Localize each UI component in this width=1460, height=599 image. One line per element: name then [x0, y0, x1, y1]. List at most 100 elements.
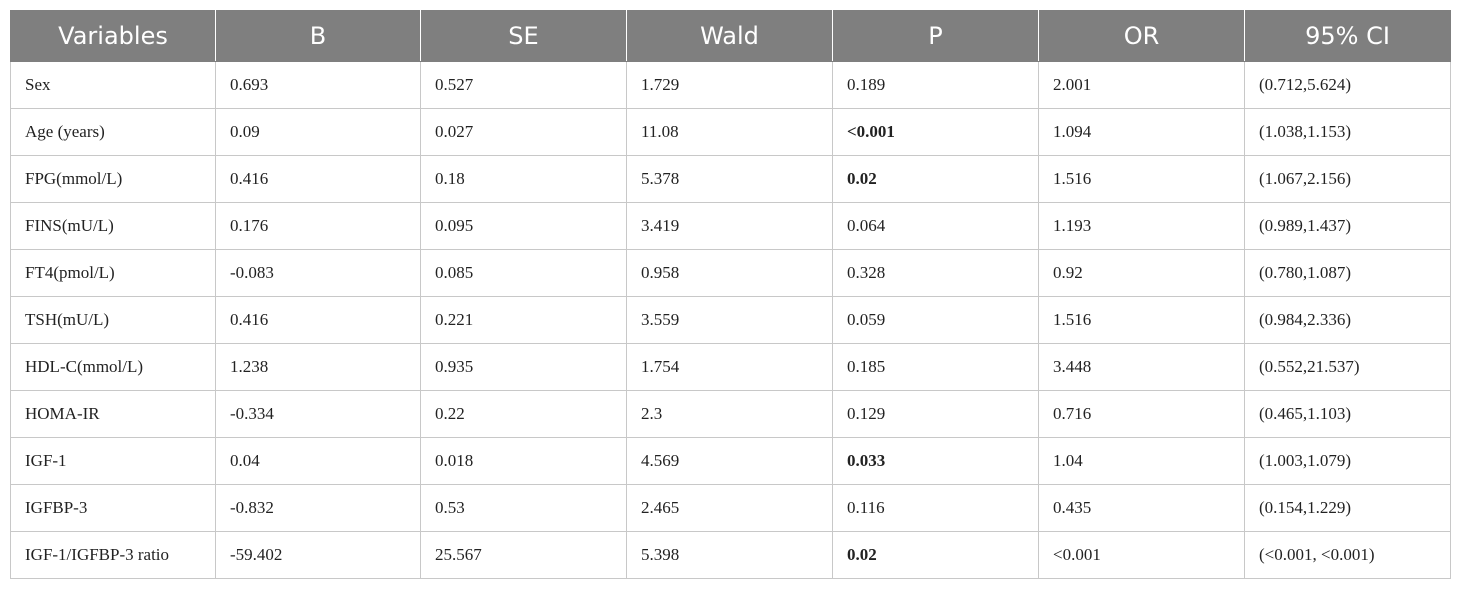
cell-se: 0.18	[420, 155, 627, 203]
table-row: TSH(mU/L) 0.416 0.221 3.559 0.059 1.516 (0.984…	[10, 296, 1451, 344]
header-row: Variables B SE Wald P OR 95% CI	[10, 10, 1451, 62]
cell-b: 0.416	[215, 155, 421, 203]
cell-ci: (0.154,1.229)	[1244, 484, 1451, 532]
cell-ci: (0.552,21.537)	[1244, 343, 1451, 391]
cell-wald: 1.729	[626, 61, 833, 109]
cell-ci: (0.465,1.103)	[1244, 390, 1451, 438]
cell-b: -0.083	[215, 249, 421, 297]
cell-b: 0.416	[215, 296, 421, 344]
table-header: Variables B SE Wald P OR 95% CI	[10, 10, 1451, 62]
cell-variable: TSH(mU/L)	[10, 296, 216, 344]
table-body: Sex 0.693 0.527 1.729 0.189 2.001 (0.712,5.624…	[10, 61, 1451, 579]
cell-or: 3.448	[1038, 343, 1245, 391]
cell-se: 25.567	[420, 531, 627, 579]
cell-wald: 5.398	[626, 531, 833, 579]
cell-p: 0.02	[832, 155, 1039, 203]
table-row: Sex 0.693 0.527 1.729 0.189 2.001 (0.712,5.624…	[10, 61, 1451, 109]
cell-wald: 2.3	[626, 390, 833, 438]
cell-p: 0.064	[832, 202, 1039, 250]
cell-se: 0.53	[420, 484, 627, 532]
cell-se: 0.018	[420, 437, 627, 485]
cell-b: 0.04	[215, 437, 421, 485]
cell-se: 0.027	[420, 108, 627, 156]
header-p: P	[832, 10, 1039, 62]
cell-variable: IGF-1/IGFBP-3 ratio	[10, 531, 216, 579]
cell-se: 0.22	[420, 390, 627, 438]
cell-or: <0.001	[1038, 531, 1245, 579]
cell-b: -0.832	[215, 484, 421, 532]
cell-p: 0.328	[832, 249, 1039, 297]
cell-variable: HOMA-IR	[10, 390, 216, 438]
table-row: IGFBP-3 -0.832 0.53 2.465 0.116 0.435 (0.154,1…	[10, 484, 1451, 532]
cell-p: 0.189	[832, 61, 1039, 109]
cell-b: -0.334	[215, 390, 421, 438]
cell-p: <0.001	[832, 108, 1039, 156]
cell-wald: 3.559	[626, 296, 833, 344]
table-row: IGF-1 0.04 0.018 4.569 0.033 1.04 (1.003,1.079…	[10, 437, 1451, 485]
cell-or: 1.094	[1038, 108, 1245, 156]
cell-wald: 5.378	[626, 155, 833, 203]
cell-variable: HDL-C(mmol/L)	[10, 343, 216, 391]
header-variables: Variables	[10, 10, 216, 62]
cell-variable: FINS(mU/L)	[10, 202, 216, 250]
table-row: FINS(mU/L) 0.176 0.095 3.419 0.064 1.193 (0.98…	[10, 202, 1451, 250]
cell-ci: (1.038,1.153)	[1244, 108, 1451, 156]
cell-ci: (1.003,1.079)	[1244, 437, 1451, 485]
cell-variable: IGFBP-3	[10, 484, 216, 532]
cell-p: 0.033	[832, 437, 1039, 485]
cell-wald: 11.08	[626, 108, 833, 156]
cell-or: 0.716	[1038, 390, 1245, 438]
cell-p: 0.059	[832, 296, 1039, 344]
cell-se: 0.085	[420, 249, 627, 297]
cell-variable: FT4(pmol/L)	[10, 249, 216, 297]
cell-wald: 2.465	[626, 484, 833, 532]
table-row: IGF-1/IGFBP-3 ratio -59.402 25.567 5.398 0.0…	[10, 531, 1451, 579]
table-row: FPG(mmol/L) 0.416 0.18 5.378 0.02 1.516 (1.067…	[10, 155, 1451, 203]
cell-p: 0.116	[832, 484, 1039, 532]
table-row: HOMA-IR -0.334 0.22 2.3 0.129 0.716 (0.465,1.1…	[10, 390, 1451, 438]
cell-or: 1.193	[1038, 202, 1245, 250]
cell-b: 0.176	[215, 202, 421, 250]
cell-or: 1.516	[1038, 155, 1245, 203]
header-b: B	[215, 10, 421, 62]
cell-p: 0.02	[832, 531, 1039, 579]
cell-wald: 1.754	[626, 343, 833, 391]
cell-ci: (1.067,2.156)	[1244, 155, 1451, 203]
cell-ci: (0.712,5.624)	[1244, 61, 1451, 109]
cell-or: 2.001	[1038, 61, 1245, 109]
cell-variable: Sex	[10, 61, 216, 109]
cell-ci: (0.984,2.336)	[1244, 296, 1451, 344]
cell-se: 0.935	[420, 343, 627, 391]
header-wald: Wald	[626, 10, 833, 62]
cell-b: 0.693	[215, 61, 421, 109]
header-ci: 95% CI	[1244, 10, 1451, 62]
cell-wald: 0.958	[626, 249, 833, 297]
regression-table: Variables B SE Wald P OR 95% CI Sex 0.693…	[10, 10, 1451, 579]
cell-p: 0.129	[832, 390, 1039, 438]
cell-variable: Age (years)	[10, 108, 216, 156]
cell-ci: (0.989,1.437)	[1244, 202, 1451, 250]
table-row: HDL-C(mmol/L) 1.238 0.935 1.754 0.185 3.448 (0…	[10, 343, 1451, 391]
cell-or: 0.435	[1038, 484, 1245, 532]
cell-p: 0.185	[832, 343, 1039, 391]
table-row: Age (years) 0.09 0.027 11.08 <0.001 1.094 (1.0…	[10, 108, 1451, 156]
cell-ci: (<0.001, <0.001)	[1244, 531, 1451, 579]
cell-or: 0.92	[1038, 249, 1245, 297]
cell-wald: 3.419	[626, 202, 833, 250]
cell-se: 0.095	[420, 202, 627, 250]
regression-table-container: Variables B SE Wald P OR 95% CI Sex 0.693…	[10, 10, 1451, 579]
cell-or: 1.04	[1038, 437, 1245, 485]
cell-se: 0.221	[420, 296, 627, 344]
cell-ci: (0.780,1.087)	[1244, 249, 1451, 297]
header-or: OR	[1038, 10, 1245, 62]
table-row: FT4(pmol/L) -0.083 0.085 0.958 0.328 0.92 (0.7…	[10, 249, 1451, 297]
header-se: SE	[420, 10, 627, 62]
cell-variable: IGF-1	[10, 437, 216, 485]
cell-variable: FPG(mmol/L)	[10, 155, 216, 203]
cell-b: 0.09	[215, 108, 421, 156]
cell-or: 1.516	[1038, 296, 1245, 344]
cell-b: 1.238	[215, 343, 421, 391]
cell-se: 0.527	[420, 61, 627, 109]
cell-b: -59.402	[215, 531, 421, 579]
cell-wald: 4.569	[626, 437, 833, 485]
